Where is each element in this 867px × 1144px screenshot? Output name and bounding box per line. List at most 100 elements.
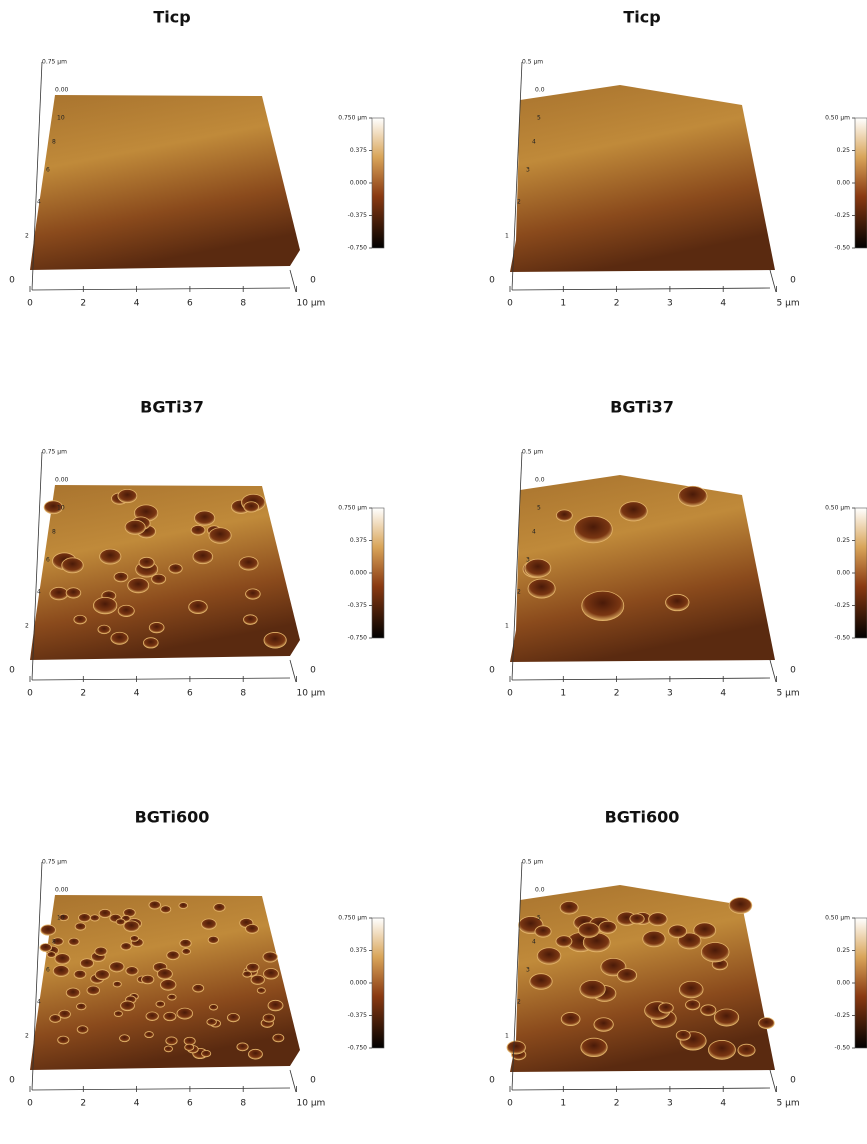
x-tick-label: 10 µm xyxy=(297,299,326,309)
pore xyxy=(561,1012,580,1025)
colorbar-label: -0.375 xyxy=(348,602,368,609)
x-tick-label: 1 xyxy=(560,689,566,699)
pore xyxy=(50,587,68,600)
pore xyxy=(193,550,213,564)
colorbar-label: -0.750 xyxy=(348,1045,368,1052)
y-tick-label: 4 xyxy=(532,529,536,536)
pore xyxy=(124,921,139,932)
pore xyxy=(53,966,69,977)
pore xyxy=(738,1044,755,1056)
figure: Ticp0.75 µm0.002468100246810 µm000.750 µ… xyxy=(0,0,867,1144)
x-tick-label: 6 xyxy=(187,299,193,309)
x-tick-label: 6 xyxy=(187,689,193,699)
pore xyxy=(246,924,259,933)
pore xyxy=(156,1001,165,1007)
pore xyxy=(669,925,687,938)
pore xyxy=(160,979,176,990)
x-tick-label: 6 xyxy=(187,1099,193,1109)
pore xyxy=(678,486,707,506)
x-axis-right xyxy=(290,660,296,682)
pore xyxy=(118,489,137,502)
x-axis-right xyxy=(770,1070,776,1092)
x-tick-label: 8 xyxy=(240,1099,246,1109)
x-tick-label: 3 xyxy=(667,299,673,309)
pore xyxy=(166,1037,177,1045)
colorbar-label: 0.00 xyxy=(837,180,851,187)
x-axis xyxy=(32,288,290,290)
pore xyxy=(146,1012,158,1021)
pore xyxy=(263,968,278,979)
x-tick-label: 2 xyxy=(614,299,620,309)
x-tick-label: 0 xyxy=(27,689,33,699)
pore xyxy=(139,557,154,568)
y-tick-label: 1 xyxy=(505,1033,509,1040)
corner-left-label: 0 xyxy=(9,666,15,676)
colorbar-label: 0.000 xyxy=(350,570,367,577)
pore xyxy=(208,936,218,943)
x-tick-label: 8 xyxy=(240,689,246,699)
pore xyxy=(111,632,128,644)
pore xyxy=(66,588,81,598)
panel-title: BGTi37 xyxy=(610,398,674,417)
pore xyxy=(246,589,261,599)
x-axis-right xyxy=(290,1070,296,1092)
pore xyxy=(80,959,93,968)
x-tick-label: 10 µm xyxy=(297,689,326,699)
surface xyxy=(30,95,300,270)
pore xyxy=(157,969,172,980)
x-tick-label: 4 xyxy=(134,689,140,699)
pore xyxy=(95,947,107,956)
pore xyxy=(113,981,121,987)
pore xyxy=(581,1038,607,1056)
pore xyxy=(244,502,259,512)
z-zero-label: 0.0 xyxy=(535,887,545,894)
z-top-label: 0.75 µm xyxy=(42,859,67,866)
corner-left-label: 0 xyxy=(489,276,495,286)
x-tick-label: 8 xyxy=(240,299,246,309)
x-axis xyxy=(512,678,770,680)
pore xyxy=(114,1011,122,1017)
x-axis xyxy=(32,1088,290,1090)
pore xyxy=(582,591,624,620)
pore xyxy=(87,986,100,995)
colorbar xyxy=(855,918,867,1048)
pore xyxy=(77,1026,88,1034)
pore xyxy=(168,994,176,1000)
corner-left-label: 0 xyxy=(9,276,15,286)
panel-title: Ticp xyxy=(153,8,190,27)
z-zero-label: 0.00 xyxy=(55,887,69,894)
y-tick-label: 1 xyxy=(505,623,509,630)
z-zero-label: 0.0 xyxy=(535,87,545,94)
pore xyxy=(185,1044,194,1050)
pore xyxy=(273,1034,284,1042)
colorbar xyxy=(372,508,384,638)
pore xyxy=(580,980,605,998)
y-tick-label: 2 xyxy=(517,999,521,1006)
z-zero-label: 0.0 xyxy=(535,477,545,484)
x-axis xyxy=(512,288,770,290)
pore xyxy=(121,943,132,950)
corner-left-label: 0 xyxy=(489,666,495,676)
pore xyxy=(194,511,214,525)
z-top-label: 0.75 µm xyxy=(42,59,67,66)
pore xyxy=(189,601,208,614)
corner-right-label: 0 xyxy=(310,276,316,286)
pore xyxy=(201,919,216,929)
pore xyxy=(74,970,86,978)
x-axis-right xyxy=(770,270,776,292)
x-tick-label: 4 xyxy=(134,1099,140,1109)
colorbar-label: -0.50 xyxy=(834,635,850,642)
pore xyxy=(121,1001,135,1011)
corner-right-label: 0 xyxy=(790,666,796,676)
pore xyxy=(161,906,171,913)
y-tick-label: 4 xyxy=(37,199,41,206)
pore xyxy=(257,988,265,994)
y-tick-label: 10 xyxy=(57,115,65,122)
y-tick-label: 3 xyxy=(526,167,530,174)
y-tick-label: 4 xyxy=(532,939,536,946)
y-tick-label: 6 xyxy=(46,557,50,564)
pore xyxy=(202,1050,211,1056)
colorbar-label: 0.750 µm xyxy=(338,915,367,922)
